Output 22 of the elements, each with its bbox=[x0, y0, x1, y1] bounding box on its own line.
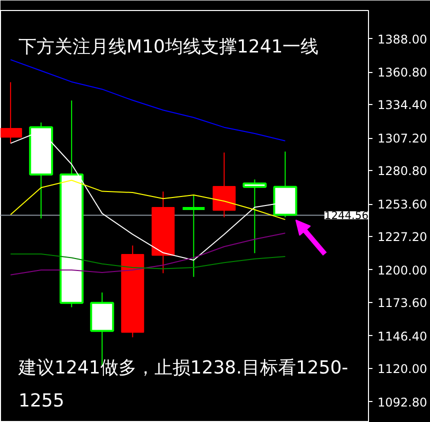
candlestick bbox=[182, 194, 205, 278]
line-series bbox=[10, 59, 286, 142]
y-tick-label: 1227.20 bbox=[378, 230, 428, 244]
candlestick bbox=[212, 152, 236, 218]
y-tick-label: 1307.20 bbox=[378, 132, 428, 146]
line-series bbox=[10, 254, 286, 270]
y-tick-label: 1146.40 bbox=[378, 329, 428, 344]
y-tick-label: 1360.80 bbox=[378, 66, 428, 80]
line-series bbox=[10, 232, 286, 276]
y-tick-label: 1388.00 bbox=[378, 32, 428, 46]
y-tick-label: 1200.00 bbox=[378, 264, 428, 278]
y-tick-label: 1280.80 bbox=[378, 164, 428, 178]
y-tick-label: 1253.60 bbox=[378, 198, 428, 212]
y-tick-label: 1092.80 bbox=[378, 395, 428, 410]
y-tick-label: 1334.40 bbox=[378, 98, 428, 112]
candlestick bbox=[242, 178, 267, 254]
y-tick-label: 1173.60 bbox=[378, 296, 428, 310]
annotation: 下方关注月线M10均线支撑1241一线 bbox=[18, 36, 319, 58]
annotation: 建议1241做多，止损1238.目标看1250-1255 bbox=[18, 358, 348, 412]
line-series bbox=[10, 180, 286, 220]
ref-line-label: 1244.56 bbox=[324, 209, 369, 222]
y-tick-label: 1120.00 bbox=[378, 362, 428, 376]
